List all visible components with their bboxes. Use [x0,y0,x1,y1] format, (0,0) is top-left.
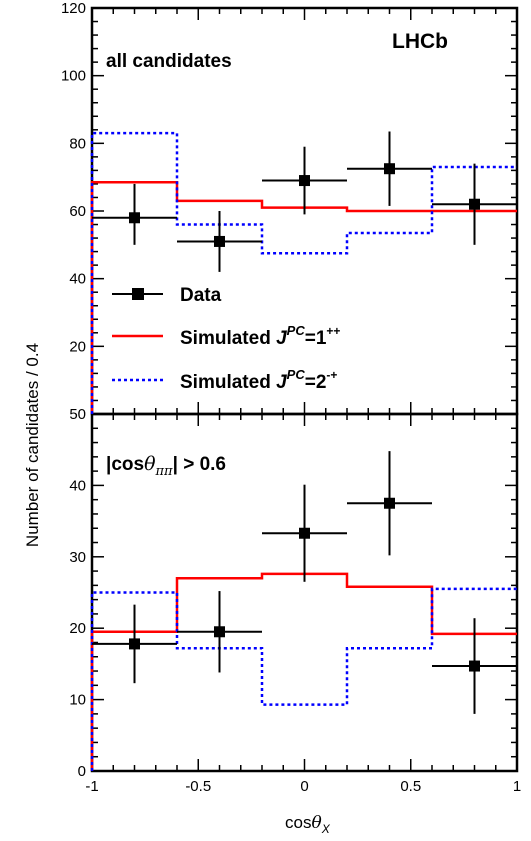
axis-ticks [91,7,518,772]
histograms [90,131,517,771]
top-panel-label: all candidates [106,51,232,72]
bottom-panel-label: |cosθππ| > 0.6 [106,453,226,479]
legend-jpc1-j: J [276,328,287,349]
bottom-data-point [384,497,395,509]
legend-jpc2-sup: -+ [326,368,337,382]
top-data-point [299,175,310,187]
top-ytick-label: 100 [61,68,86,85]
legend-jpc1-tail: =1 [305,328,327,349]
top-ytick-label: 80 [69,135,86,152]
legend-jpc1-main: Simulated [180,328,276,349]
bottom-data-point [469,660,480,672]
lhcb-label: LHCb [392,30,448,53]
bottom-jpc2-hist [90,587,517,771]
bottom-data-point [299,527,310,539]
legend-jpc2-main: Simulated [180,372,276,393]
legend-jpc1-label: Simulated JPC=1++ [180,323,340,349]
top-data-point [129,212,140,224]
legend-jpc2-label: Simulated JPC=2-+ [180,367,337,393]
top-ytick-label: 40 [69,271,86,288]
bottom-ytick-label: 30 [69,549,86,566]
legend-jpc1-pc: PC [287,323,306,338]
bottom-ytick-label: 20 [69,620,86,637]
legend-jpc2-j: J [276,372,287,393]
legend-jpc1-sup: ++ [326,324,340,338]
legend-jpc2-tail: =2 [305,372,327,393]
legend-jpc2-pc: PC [287,367,306,382]
top-data-point [214,235,225,247]
bottom-jpc1-hist [90,572,517,771]
top-data-point [469,198,480,210]
xtick-label: 0.5 [400,778,421,795]
xtick-label: 1 [513,778,521,795]
bottom-ytick-label: 50 [69,406,86,423]
xtick-label: -1 [85,778,98,795]
bottom-data-point [214,626,225,638]
bottom-panel-label-rest: | > 0.6 [173,454,226,475]
bottom-ytick-label: 10 [69,692,86,709]
top-ytick-label: 120 [61,0,86,17]
tick-labels: 20 40 60 80 100 120 0 10 20 30 40 50 -1 -0.5 0 0.5 1 [61,0,521,795]
x-axis-title-cos: cos [285,813,311,832]
bottom-ytick-label: 0 [78,763,86,780]
data-points [92,131,517,714]
bottom-data-point [129,638,140,650]
legend-data-marker [132,288,144,300]
top-ytick-label: 60 [69,203,86,220]
x-axis-title-sub: X [321,822,331,836]
x-axis-title-theta: θ [311,813,321,833]
xtick-label: -0.5 [185,778,211,795]
xtick-label: 0 [300,778,308,795]
y-axis-title: Number of candidates / 0.4 [23,343,42,547]
bottom-panel-label-abs: |cos [106,454,144,475]
top-data-point [384,163,395,175]
legend-data-label: Data [180,285,222,306]
bottom-panel-label-sub: ππ [155,464,174,479]
bottom-panel-label-theta: θ [144,453,156,475]
legend: Data Simulated JPC=1++ Simulated JPC=2-+ [112,285,340,393]
x-axis-title: cosθX [285,813,331,836]
top-jpc2-hist [90,131,517,414]
bottom-ytick-label: 40 [69,477,86,494]
top-jpc1-hist [90,180,517,414]
top-ytick-label: 20 [69,338,86,355]
